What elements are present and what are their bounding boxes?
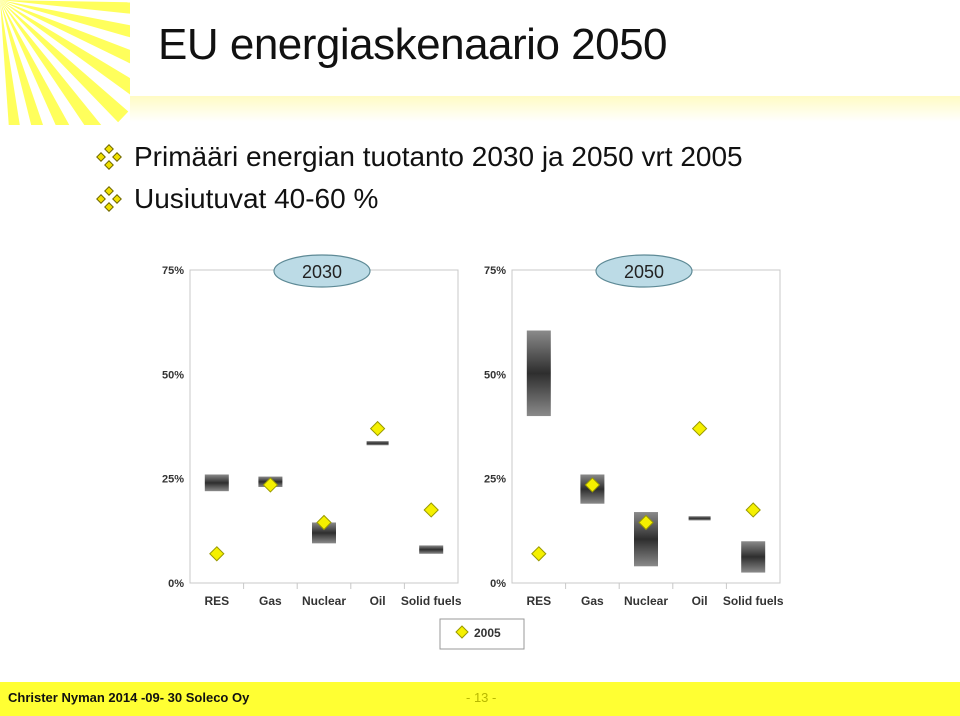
page-number: - 13 - xyxy=(466,690,497,705)
range-bar xyxy=(688,516,711,521)
marker-2005 xyxy=(209,546,225,562)
marker-2005 xyxy=(423,502,439,518)
sun-ray xyxy=(0,0,20,125)
y-tick-label: 25% xyxy=(162,474,184,486)
footer-credit: Christer Nyman 2014 -09- 30 Soleco Oy xyxy=(8,690,250,705)
range-bar xyxy=(526,330,551,417)
bullet-text: Uusiutuvat 40-60 % xyxy=(134,183,379,214)
sun-ray xyxy=(0,0,102,125)
x-tick-label: RES xyxy=(526,594,551,608)
panel-title: 2030 xyxy=(302,262,342,282)
panel-title: 2050 xyxy=(624,262,664,282)
chart-panel-2030: 0% 25% 50% 75% 2030 RES Gas Nuclear Oil Solid fue… xyxy=(162,254,462,608)
marker-2005 xyxy=(745,502,761,518)
range-bar xyxy=(419,545,444,554)
panel-title-badge xyxy=(595,254,693,288)
marker-2005 xyxy=(691,420,708,437)
y-tick-label: 0% xyxy=(490,578,506,590)
diamond-bullet-icon xyxy=(96,186,122,212)
sunburst-decoration xyxy=(0,0,130,125)
page-title: EU energiaskenaario 2050 xyxy=(158,20,668,69)
sun-ray xyxy=(0,0,130,64)
diamond-bullet-icon xyxy=(96,144,122,170)
legend: 2005 xyxy=(439,618,525,650)
range-bar xyxy=(312,522,336,544)
x-tick-label: Nuclear xyxy=(302,594,346,608)
y-tick-label: 25% xyxy=(484,474,506,486)
sun-ray xyxy=(0,0,130,14)
energy-scenario-chart: 0% 25% 50% 75% 2030 RES Gas Nuclear Oil Solid fue… xyxy=(162,254,784,650)
marker-2005 xyxy=(584,477,601,493)
x-tick-label: Oil xyxy=(370,594,386,608)
legend-label: 2005 xyxy=(474,626,501,640)
y-tick-label: 50% xyxy=(162,369,184,381)
chart-panel-2050: 0% 25% 50% 75% 2050 RES Gas Nuclear Oil Solid fue… xyxy=(484,254,784,608)
x-tick-label: Solid fuels xyxy=(723,594,784,608)
marker-2005 xyxy=(316,514,332,531)
sun-ray xyxy=(0,0,130,95)
y-tick-label: 75% xyxy=(484,265,506,277)
x-tick-label: Gas xyxy=(259,594,282,608)
marker-2005 xyxy=(262,477,279,493)
y-tick-label: 50% xyxy=(484,369,506,381)
marker-2005 xyxy=(531,546,547,562)
marker-2005 xyxy=(638,514,654,531)
x-tick-label: Oil xyxy=(692,594,708,608)
bullet-text: Primääri energian tuotanto 2030 ja 2050 … xyxy=(134,141,743,172)
y-tick-label: 0% xyxy=(168,578,184,590)
y-tick-label: 75% xyxy=(162,265,184,277)
x-tick-label: RES xyxy=(204,594,229,608)
x-tick-label: Gas xyxy=(581,594,604,608)
range-bar xyxy=(741,541,766,573)
legend-marker xyxy=(455,625,469,639)
footer-bar: Christer Nyman 2014 -09- 30 Soleco Oy - … xyxy=(0,682,960,716)
range-bar xyxy=(366,441,389,446)
x-tick-label: Nuclear xyxy=(624,594,668,608)
bullet-list: Primääri energian tuotanto 2030 ja 2050 … xyxy=(96,136,743,220)
sun-ray xyxy=(0,0,129,123)
title-underline-bar xyxy=(130,96,960,122)
panel-title-badge xyxy=(273,254,371,288)
bullet-item: Uusiutuvat 40-60 % xyxy=(96,178,743,220)
range-bar xyxy=(204,474,229,492)
x-tick-label: Solid fuels xyxy=(401,594,462,608)
marker-2005 xyxy=(369,420,386,437)
bullet-item: Primääri energian tuotanto 2030 ja 2050 … xyxy=(96,136,743,178)
